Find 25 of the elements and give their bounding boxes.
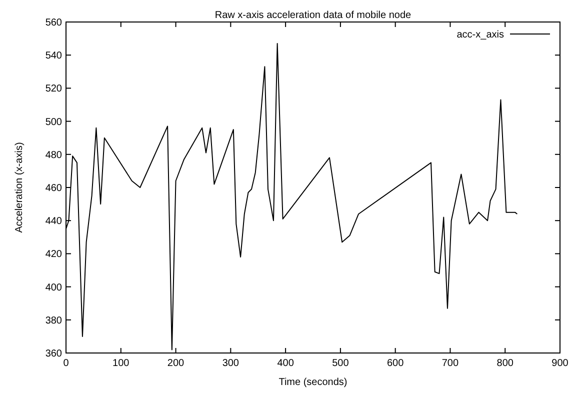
y-tick-label: 540 bbox=[45, 50, 62, 62]
x-tick-label: 900 bbox=[552, 358, 569, 369]
x-axis-title: Time (seconds) bbox=[278, 377, 348, 388]
y-tick-label: 420 bbox=[45, 249, 62, 260]
x-tick-label: 200 bbox=[167, 358, 185, 369]
x-tick-label: 700 bbox=[442, 358, 459, 369]
chart-title: Raw x-axis acceleration data of mobile node bbox=[214, 10, 412, 21]
y-tick-label: 500 bbox=[45, 116, 62, 128]
legend-label: acc-x_axis bbox=[456, 30, 504, 40]
y-tick-label: 460 bbox=[45, 183, 62, 194]
x-tick-label: 100 bbox=[112, 358, 130, 369]
x-tick-label: 500 bbox=[332, 358, 350, 369]
y-axis-title: Acceleration (x-axis) bbox=[14, 142, 25, 233]
x-tick-label: 0 bbox=[63, 358, 70, 369]
y-tick-label: 480 bbox=[45, 150, 62, 161]
y-tick-label: 380 bbox=[45, 315, 62, 326]
x-tick-label: 600 bbox=[386, 358, 404, 369]
y-tick-label: 520 bbox=[45, 84, 62, 95]
x-tick-label: 300 bbox=[222, 358, 240, 369]
y-tick-label: 440 bbox=[45, 216, 62, 228]
y-tick-label: 360 bbox=[45, 348, 62, 360]
x-tick-label: 800 bbox=[496, 358, 514, 369]
y-tick-label: 400 bbox=[45, 282, 62, 294]
x-tick-label: 400 bbox=[277, 358, 294, 369]
y-tick-label: 560 bbox=[45, 18, 62, 28]
